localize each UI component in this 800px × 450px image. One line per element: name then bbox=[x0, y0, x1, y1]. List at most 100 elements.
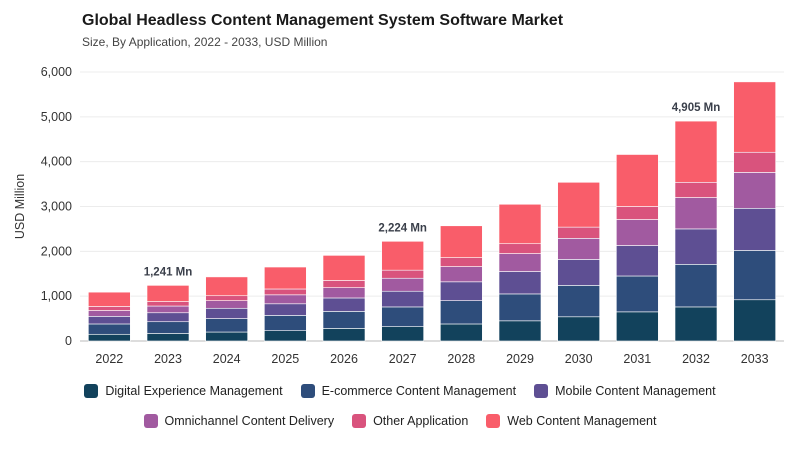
data-annotation-label: 2,224 Mn bbox=[378, 222, 427, 234]
bar-segment bbox=[146, 321, 190, 334]
x-tick-label: 2026 bbox=[330, 352, 358, 366]
legend-row-2: Omnichannel Content Delivery Other Appli… bbox=[0, 414, 800, 428]
legend-item: Web Content Management bbox=[486, 414, 656, 428]
bar-segment bbox=[440, 266, 483, 283]
bar-segment bbox=[146, 312, 190, 323]
legend-swatch bbox=[534, 384, 549, 398]
bar-segment bbox=[264, 330, 307, 342]
bar-segment bbox=[381, 326, 424, 342]
bar-segment bbox=[557, 181, 600, 228]
legend-item: Omnichannel Content Delivery bbox=[143, 414, 335, 428]
chart-subtitle: Size, By Application, 2022 - 2033, USD M… bbox=[82, 35, 328, 49]
bar-segment bbox=[616, 311, 659, 342]
bar-segment bbox=[322, 311, 366, 329]
bar-segment bbox=[674, 197, 718, 230]
bar-segment bbox=[205, 276, 248, 297]
x-tick-label: 2030 bbox=[565, 352, 593, 366]
legend-label: Web Content Management bbox=[507, 414, 657, 428]
bar-segment bbox=[88, 323, 131, 335]
legend-swatch bbox=[352, 414, 367, 428]
bar-segment bbox=[381, 269, 424, 279]
y-tick-label: 5,000 bbox=[41, 110, 72, 124]
bar-segment bbox=[322, 280, 366, 288]
x-tick-label: 2033 bbox=[741, 352, 769, 366]
bar-segment bbox=[440, 300, 483, 325]
y-tick-label: 3,000 bbox=[41, 200, 72, 214]
bar-segment bbox=[733, 81, 776, 153]
bar-segment bbox=[440, 323, 483, 342]
bar-segment bbox=[322, 255, 366, 281]
bar-segment bbox=[616, 154, 659, 207]
x-tick-label: 2032 bbox=[682, 352, 710, 366]
bar-segment bbox=[205, 307, 248, 319]
bar-segment bbox=[498, 271, 542, 295]
x-tick-label: 2022 bbox=[95, 352, 123, 366]
bar-segment bbox=[440, 225, 483, 258]
bar-segment bbox=[381, 277, 424, 292]
legend-item: E-commerce Content Management bbox=[300, 384, 517, 398]
bar-segment bbox=[674, 181, 718, 198]
bar-segment bbox=[557, 259, 600, 286]
legend-row-1: Digital Experience Management E-commerce… bbox=[0, 384, 800, 398]
x-tick-label: 2027 bbox=[389, 352, 417, 366]
data-annotation-label: 1,241 Mn bbox=[144, 266, 193, 278]
bar-segment bbox=[264, 266, 307, 290]
bar-segment bbox=[674, 120, 718, 183]
y-tick-label: 1,000 bbox=[41, 289, 72, 303]
bar-segment bbox=[146, 285, 190, 302]
y-tick-label: 0 bbox=[65, 334, 72, 348]
bar-segment bbox=[733, 151, 776, 173]
bar-segment bbox=[498, 243, 542, 254]
bar-segment bbox=[557, 238, 600, 260]
y-tick-label: 4,000 bbox=[41, 155, 72, 169]
bar-segment bbox=[88, 310, 131, 317]
legend-item: Mobile Content Management bbox=[534, 384, 716, 398]
legend-item: Other Application bbox=[352, 414, 468, 428]
legend-label: Omnichannel Content Delivery bbox=[164, 414, 335, 428]
bar-segment bbox=[381, 290, 424, 308]
bar-segment bbox=[322, 287, 366, 299]
bar-segment bbox=[146, 333, 190, 342]
bar-segment bbox=[88, 306, 131, 311]
legend-swatch bbox=[300, 384, 315, 398]
bar-segment bbox=[616, 245, 659, 277]
bar-segment bbox=[674, 306, 718, 342]
bar-segment bbox=[440, 257, 483, 267]
bar-segment bbox=[381, 306, 424, 327]
bar-segment bbox=[322, 297, 366, 312]
data-annotation-label: 4,905 Mn bbox=[672, 102, 721, 114]
bar-segment bbox=[264, 303, 307, 316]
bar-segment bbox=[205, 295, 248, 301]
legend-swatch bbox=[84, 384, 99, 398]
bar-segment bbox=[264, 315, 307, 331]
bar-segment bbox=[616, 206, 659, 220]
x-tick-label: 2024 bbox=[213, 352, 241, 366]
bar-segment bbox=[88, 316, 131, 325]
x-tick-label: 2028 bbox=[447, 352, 475, 366]
bar-segment bbox=[733, 172, 776, 209]
legend-label: E-commerce Content Management bbox=[321, 384, 517, 398]
bar-segment bbox=[557, 226, 600, 239]
bar-segment bbox=[674, 228, 718, 265]
bar-segment bbox=[616, 275, 659, 313]
bar-segment bbox=[733, 207, 776, 251]
legend-label: Other Application bbox=[373, 414, 469, 428]
bar-segment bbox=[88, 291, 131, 307]
bar-segment bbox=[88, 333, 131, 342]
chart-title: Global Headless Content Management Syste… bbox=[82, 12, 564, 29]
stacked-bar-chart: 0 1,000 2,000 3,000 4,000 5,000 6,000 USD Milli… bbox=[13, 65, 784, 366]
bar-segment bbox=[557, 285, 600, 318]
legend-label: Digital Experience Management bbox=[105, 384, 283, 398]
y-axis-label: USD Million bbox=[13, 174, 27, 239]
bar-segment bbox=[381, 240, 424, 271]
bar-segment bbox=[733, 250, 776, 301]
legend-swatch bbox=[486, 414, 501, 428]
y-tick-label: 2,000 bbox=[41, 244, 72, 258]
bar-segment bbox=[498, 203, 542, 245]
bar-segment bbox=[146, 301, 190, 307]
bar-segment bbox=[498, 253, 542, 272]
x-tick-label: 2031 bbox=[623, 352, 651, 366]
bar-segment bbox=[205, 300, 248, 309]
bar-segment bbox=[674, 264, 718, 308]
legend-swatch bbox=[143, 414, 158, 428]
